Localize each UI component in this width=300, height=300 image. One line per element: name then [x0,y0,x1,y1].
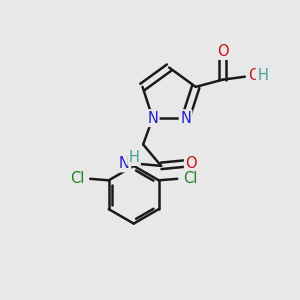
Text: N: N [180,111,191,126]
Text: H: H [257,68,268,83]
Text: O: O [248,68,260,83]
Text: O: O [217,44,229,59]
Text: Cl: Cl [70,171,84,186]
Text: H: H [129,149,140,164]
Text: O: O [185,156,197,171]
Text: Cl: Cl [183,171,197,186]
Text: N: N [119,156,130,171]
Text: N: N [147,111,158,126]
